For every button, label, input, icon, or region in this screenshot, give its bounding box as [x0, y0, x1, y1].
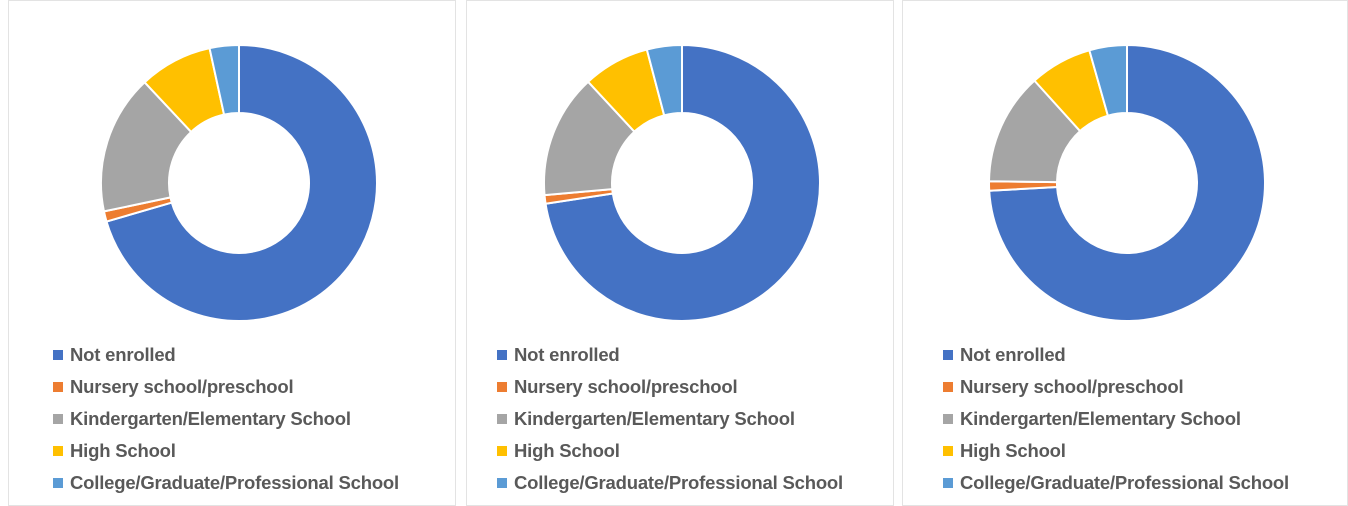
legend-label: College/Graduate/Professional School [514, 472, 843, 493]
chart-legend: Not enrolled Nursery school/preschool Kind… [53, 339, 399, 499]
donut-chart [100, 44, 378, 322]
legend-label: Not enrolled [70, 344, 176, 365]
legend-swatch [53, 414, 63, 424]
legend-swatch [53, 382, 63, 392]
legend-label: Nursery school/preschool [70, 376, 294, 397]
legend-item-kindergarten-elementary-school: Kindergarten/Elementary School [497, 403, 843, 435]
chart-panel: Not enrolled Nursery school/preschool Kind… [466, 0, 894, 506]
legend-label: Not enrolled [514, 344, 620, 365]
legend-label: Nursery school/preschool [514, 376, 738, 397]
slice-college-graduate-professional-school [1088, 44, 1128, 117]
slice-not-enrolled [105, 44, 378, 322]
legend-swatch [943, 446, 953, 456]
legend-swatch [497, 478, 507, 488]
legend-label: Kindergarten/Elementary School [514, 408, 795, 429]
legend-label: High School [70, 440, 176, 461]
donut-chart [988, 44, 1266, 322]
legend-swatch [53, 478, 63, 488]
legend-swatch [53, 350, 63, 360]
legend-label: High School [514, 440, 620, 461]
legend-swatch [497, 350, 507, 360]
legend-swatch [943, 350, 953, 360]
chart-panel: Not enrolled Nursery school/preschool Kind… [902, 0, 1348, 506]
legend-item-not-enrolled: Not enrolled [497, 339, 843, 371]
legend-item-high-school: High School [497, 435, 843, 467]
legend-swatch [943, 382, 953, 392]
slice-not-enrolled [544, 44, 821, 322]
legend-swatch [497, 382, 507, 392]
legend-item-high-school: High School [53, 435, 399, 467]
legend-label: College/Graduate/Professional School [70, 472, 399, 493]
legend-label: Kindergarten/Elementary School [70, 408, 351, 429]
donut-chart [543, 44, 821, 322]
legend-item-college-graduate-professional-school: College/Graduate/Professional School [497, 467, 843, 499]
legend-item-not-enrolled: Not enrolled [943, 339, 1289, 371]
slice-college-graduate-professional-school [645, 44, 683, 117]
legend-swatch [943, 478, 953, 488]
legend-item-not-enrolled: Not enrolled [53, 339, 399, 371]
chart-legend: Not enrolled Nursery school/preschool Kind… [943, 339, 1289, 499]
legend-label: Not enrolled [960, 344, 1066, 365]
legend-item-college-graduate-professional-school: College/Graduate/Professional School [53, 467, 399, 499]
legend-item-nursery-school-preschool: Nursery school/preschool [53, 371, 399, 403]
chart-panel: Not enrolled Nursery school/preschool Kind… [8, 0, 456, 506]
legend-item-college-graduate-professional-school: College/Graduate/Professional School [943, 467, 1289, 499]
legend-swatch [497, 414, 507, 424]
legend-item-kindergarten-elementary-school: Kindergarten/Elementary School [53, 403, 399, 435]
legend-label: Kindergarten/Elementary School [960, 408, 1241, 429]
chart-legend: Not enrolled Nursery school/preschool Kind… [497, 339, 843, 499]
legend-item-kindergarten-elementary-school: Kindergarten/Elementary School [943, 403, 1289, 435]
legend-swatch [497, 446, 507, 456]
legend-item-nursery-school-preschool: Nursery school/preschool [497, 371, 843, 403]
slice-college-graduate-professional-school [208, 44, 240, 116]
legend-swatch [943, 414, 953, 424]
legend-item-nursery-school-preschool: Nursery school/preschool [943, 371, 1289, 403]
legend-label: Nursery school/preschool [960, 376, 1184, 397]
legend-label: High School [960, 440, 1066, 461]
legend-swatch [53, 446, 63, 456]
legend-label: College/Graduate/Professional School [960, 472, 1289, 493]
legend-item-high-school: High School [943, 435, 1289, 467]
slice-not-enrolled [988, 44, 1266, 322]
